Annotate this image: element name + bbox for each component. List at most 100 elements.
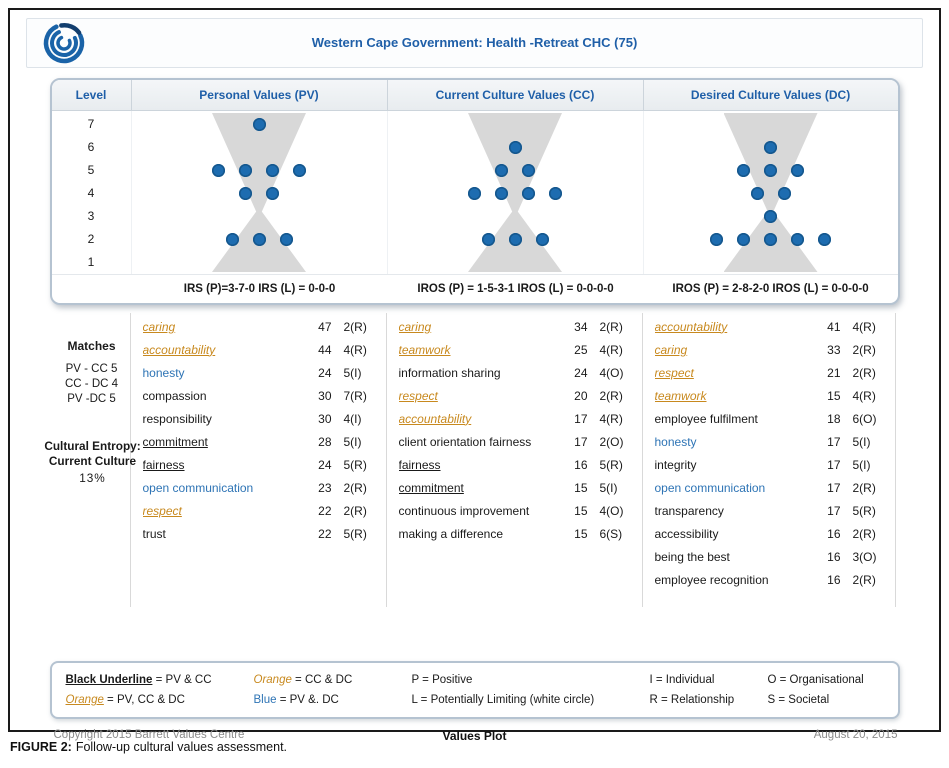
- value-name: information sharing: [398, 365, 501, 380]
- value-votes: 47: [318, 319, 332, 334]
- value-row: open communication 17 2(R): [655, 476, 887, 499]
- match-row-pv-cc: PV - CC 5: [65, 363, 118, 375]
- value-name: responsibility: [142, 411, 212, 426]
- value-votes: 15: [574, 526, 588, 541]
- value-row: accessibility 16 2(R): [655, 522, 887, 545]
- dot-row: [644, 228, 898, 251]
- value-dot: [750, 187, 764, 200]
- value-level-code: 6(O): [852, 411, 877, 426]
- legend-text: = PV & CC: [152, 674, 212, 686]
- value-dot: [737, 164, 750, 177]
- dot-row: [388, 251, 643, 274]
- barrett-logo-icon: [41, 20, 87, 66]
- value-row: integrity 17 5(I): [655, 453, 887, 476]
- value-votes: 25: [574, 342, 588, 357]
- panel-header-row: Level Personal Values (PV) Current Cultu…: [51, 80, 898, 111]
- value-level-code: 4(O): [599, 365, 624, 380]
- value-votes: 17: [827, 480, 841, 495]
- value-votes: 34: [574, 319, 588, 334]
- value-dot: [549, 187, 562, 200]
- value-dot: [495, 164, 508, 177]
- legend-text: Black Underline: [65, 674, 153, 686]
- value-dot: [791, 233, 804, 246]
- irs-dc: IROS (P) = 2-8-2-0 IROS (L) = 0-0-0-0: [672, 283, 869, 295]
- legend-line: L = Potentially Limiting (white circle): [412, 692, 650, 708]
- dot-row: [388, 159, 643, 182]
- value-name: commitment: [142, 434, 208, 449]
- value-dot: [252, 233, 266, 246]
- value-level-code: 5(R): [852, 503, 876, 518]
- header-bar: Western Cape Government: Health -Retreat…: [26, 18, 923, 68]
- figure-footer: Copyright 2015 Barrett Values Centre Val…: [50, 727, 900, 747]
- legend: Black Underline = PV & CC Orange = PV, CC…: [49, 661, 900, 719]
- value-dot: [239, 164, 252, 177]
- value-name: fairness: [142, 457, 185, 472]
- dot-row: [132, 205, 387, 228]
- pv-column-header: Personal Values (PV): [132, 80, 388, 110]
- value-votes: 17: [827, 457, 841, 472]
- value-level-code: 4(O): [599, 503, 624, 518]
- value-dot: [535, 233, 549, 246]
- legend-column: P = Positive L = Potentially Limiting (wh…: [412, 672, 650, 708]
- value-row: information sharing 24 4(O): [399, 361, 634, 384]
- value-name: teamwork: [654, 388, 707, 403]
- legend-line: I = Individual: [650, 672, 768, 688]
- legend-column: Black Underline = PV & CC Orange = PV, CC…: [66, 672, 254, 708]
- value-votes: 16: [827, 526, 841, 541]
- dot-row: [644, 205, 898, 228]
- value-votes: 17: [574, 411, 588, 426]
- value-level-code: 2(O): [599, 434, 624, 449]
- value-row: employee recognition 16 2(R): [655, 568, 887, 591]
- level-column-header: Level: [52, 80, 132, 110]
- value-name: trust: [142, 526, 166, 541]
- value-name: compassion: [142, 388, 207, 403]
- value-votes: 41: [827, 319, 841, 334]
- legend-text: S = Societal: [767, 694, 830, 706]
- value-row: commitment 15 5(I): [399, 476, 634, 499]
- value-name: respect: [398, 388, 438, 403]
- legend-text: L = Potentially Limiting (white circle): [411, 694, 595, 706]
- value-votes: 17: [574, 434, 588, 449]
- legend-line: R = Relationship: [650, 692, 768, 708]
- legend-text: O = Organisational: [767, 674, 864, 686]
- entropy-block: Cultural Entropy: Current Culture 13%: [32, 439, 154, 486]
- irs-row: IRS (P)=3-7-0 IRS (L) = 0-0-0 IROS (P) =…: [51, 274, 898, 303]
- value-votes: 15: [827, 388, 841, 403]
- value-name: commitment: [398, 480, 464, 495]
- value-votes: 16: [574, 457, 588, 472]
- legend-line: Black Underline = PV & CC: [66, 672, 254, 688]
- value-row: continuous improvement 15 4(O): [399, 499, 634, 522]
- matches-block: Matches PV - CC 5 CC - DC 4 PV -DC 5: [36, 339, 148, 407]
- value-level-code: 5(I): [343, 434, 362, 449]
- level-label: 6: [87, 140, 95, 154]
- value-votes: 33: [827, 342, 841, 357]
- value-name: continuous improvement: [398, 503, 530, 518]
- value-level-code: 2(R): [343, 503, 367, 518]
- value-votes: 22: [318, 526, 332, 541]
- dot-row: [388, 182, 643, 205]
- value-votes: 23: [318, 480, 332, 495]
- value-row: transparency 17 5(R): [655, 499, 887, 522]
- value-dot: [225, 233, 239, 246]
- value-votes: 15: [574, 480, 588, 495]
- level-label: 4: [87, 186, 95, 200]
- value-level-code: 2(R): [852, 572, 876, 587]
- value-row: respect 20 2(R): [399, 384, 634, 407]
- value-name: caring: [142, 319, 176, 334]
- value-row: caring 34 2(R): [399, 315, 634, 338]
- value-dot: [279, 233, 293, 246]
- value-level-code: 5(I): [343, 365, 362, 380]
- value-row: accountability 44 4(R): [143, 338, 378, 361]
- value-name: accountability: [142, 342, 216, 357]
- value-dot: [522, 164, 535, 177]
- value-row: caring 47 2(R): [143, 315, 378, 338]
- dot-row: [132, 228, 387, 251]
- value-votes: 44: [318, 342, 332, 357]
- entropy-value: 13%: [79, 471, 106, 485]
- value-level-code: 4(R): [343, 342, 367, 357]
- value-level-code: 2(R): [599, 319, 623, 334]
- value-votes: 18: [827, 411, 841, 426]
- dot-row: [644, 182, 898, 205]
- value-dot: [266, 187, 279, 200]
- value-level-code: 5(I): [852, 434, 871, 449]
